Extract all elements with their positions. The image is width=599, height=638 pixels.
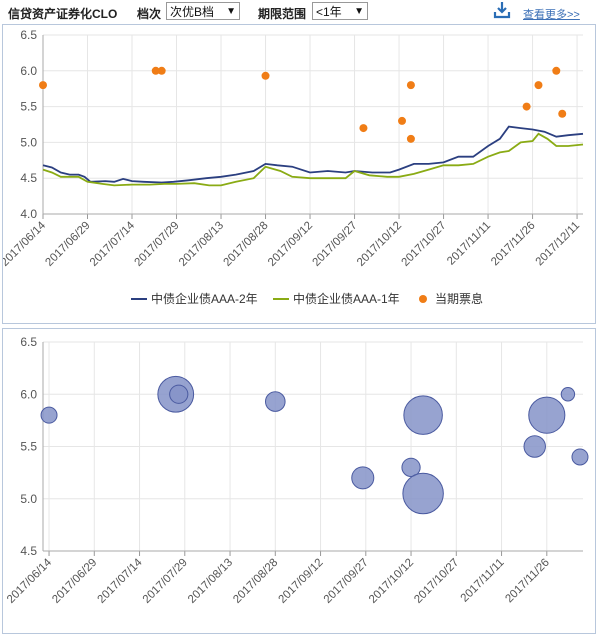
coupon-point[interactable] [406,134,415,143]
chart2-y-tick-label: 6.5 [20,335,37,349]
range-select-value: <1年 [316,5,342,19]
chart2-x-tick-label: 2017/07/14 [95,556,145,606]
coupon-point[interactable] [522,102,531,111]
grade-select-value: 次优B档 [170,5,215,19]
chart1-x-tick-label: 2017/11/26 [489,220,538,269]
bubble-point[interactable] [403,395,443,435]
legend-swatch-3 [419,295,427,303]
chart2-x-tick-label: 2017/09/27 [322,557,371,606]
bubble-point[interactable] [528,396,566,434]
bubble-point[interactable] [560,387,576,402]
chart2-x-tick-label: 2017/11/11 [459,557,507,605]
bubble-point[interactable] [401,457,421,478]
chart1-y-tick-label: 6.0 [20,64,37,78]
chart2-x-tick-label: 2017/06/14 [5,556,55,606]
chart2-y-tick-label: 6.0 [20,387,37,401]
chart2-x-tick-label: 2017/06/29 [50,557,99,606]
chart1-x-tick-label: 2017/10/12 [355,220,404,269]
chart2-y-tick-label: 4.5 [20,544,37,558]
coupon-point[interactable] [261,71,270,80]
range-select[interactable]: <1年 ▼ [312,2,368,20]
grade-label: 档次 [137,7,162,21]
coupon-point[interactable] [534,81,543,90]
chart1-x-tick-label: 2017/07/14 [88,219,138,269]
coupon-point[interactable] [359,124,368,133]
coupon-point[interactable] [398,116,407,125]
chart1-x-tick-label: 2017/07/29 [132,220,181,269]
coupon-point[interactable] [39,81,47,90]
series-line-2[interactable] [42,132,584,187]
bubble-point[interactable] [351,466,375,490]
chart2-x-tick-label: 2017/08/28 [231,557,280,606]
series-line-1[interactable] [42,125,584,184]
chart1-x-tick-label: 2017/10/27 [399,220,448,269]
bubble-point[interactable] [523,435,546,458]
product-title: 信贷资产证券化CLO [8,7,118,21]
toolbar: 信贷资产证券化CLO 档次 次优B档 ▼ 期限范围 <1年 ▼ 查看更多>> [0,0,599,24]
chevron-down-icon: ▼ [354,6,364,17]
chart1-x-tick-label: 2017/08/13 [177,220,226,269]
chart1-x-tick-label: 2017/09/12 [266,220,315,269]
chart1-y-tick-label: 5.5 [20,100,37,114]
chart2-x-tick-label: 2017/10/12 [367,557,416,606]
bubble-point[interactable] [402,472,444,515]
chart1-x-tick-label: 2017/11/11 [445,220,493,268]
chart2-x-tick-label: 2017/09/12 [276,557,325,606]
legend-label-1[interactable]: 中债企业债AAA-2年 [151,291,258,306]
chart1-y-tick-label: 4.5 [20,171,37,185]
yield-line-chart: 4.04.55.05.56.06.52017/06/142017/06/2920… [0,28,584,306]
yield-line-chart-panel: 4.0 4.5 5.0 5.5 6.0 6.5 2017/06/14 2017/06/29 20… [0,24,596,324]
coupon-point[interactable] [157,66,166,75]
grade-select[interactable]: 次优B档 ▼ [166,2,240,20]
coupon-point[interactable] [558,109,567,118]
chart2-x-tick-label: 2017/10/27 [412,557,461,606]
chart1-x-tick-label: 2017/09/27 [310,220,359,269]
chart1-x-tick-label: 2017/12/11 [534,220,583,269]
bubble-point[interactable] [264,391,286,412]
chart1-y-tick-label: 4.0 [20,207,37,221]
range-label: 期限范围 [258,7,307,21]
chart2-x-tick-label: 2017/08/13 [186,557,235,606]
chart1-y-tick-label: 5.0 [20,135,37,149]
coupon-point[interactable] [406,81,415,90]
coupon-point[interactable] [151,66,160,75]
chart2-x-tick-label: 2017/11/26 [503,557,552,606]
bubble-chart-panel: 4.5 5.0 5.5 6.0 6.5 2017/06/14 2017/06/29 2017/… [2,328,596,634]
chart2-x-tick-label: 2017/07/29 [141,557,190,606]
coupon-point[interactable] [552,66,561,75]
coupon-bubble-chart: 4.55.05.56.06.52017/06/142017/06/292017/… [5,335,589,606]
bubble-point[interactable] [169,384,189,404]
chart1-x-tick-label: 2017/08/28 [221,220,270,269]
chart2-y-tick-label: 5.0 [20,492,37,506]
download-icon[interactable] [493,1,511,19]
chart1-y-tick-label: 6.5 [20,28,37,42]
chart1-x-tick-label: 2017/06/14 [3,219,49,269]
bubble-point[interactable] [571,448,589,466]
legend-label-2[interactable]: 中债企业债AAA-1年 [293,291,400,306]
chart1-x-tick-label: 2017/06/29 [43,220,92,269]
chart2-y-tick-label: 5.5 [20,440,37,454]
legend-label-3[interactable]: 当期票息 [435,291,483,306]
bubble-point[interactable] [40,406,58,424]
view-more-link[interactable]: 查看更多>> [523,9,580,21]
chevron-down-icon: ▼ [226,6,236,17]
